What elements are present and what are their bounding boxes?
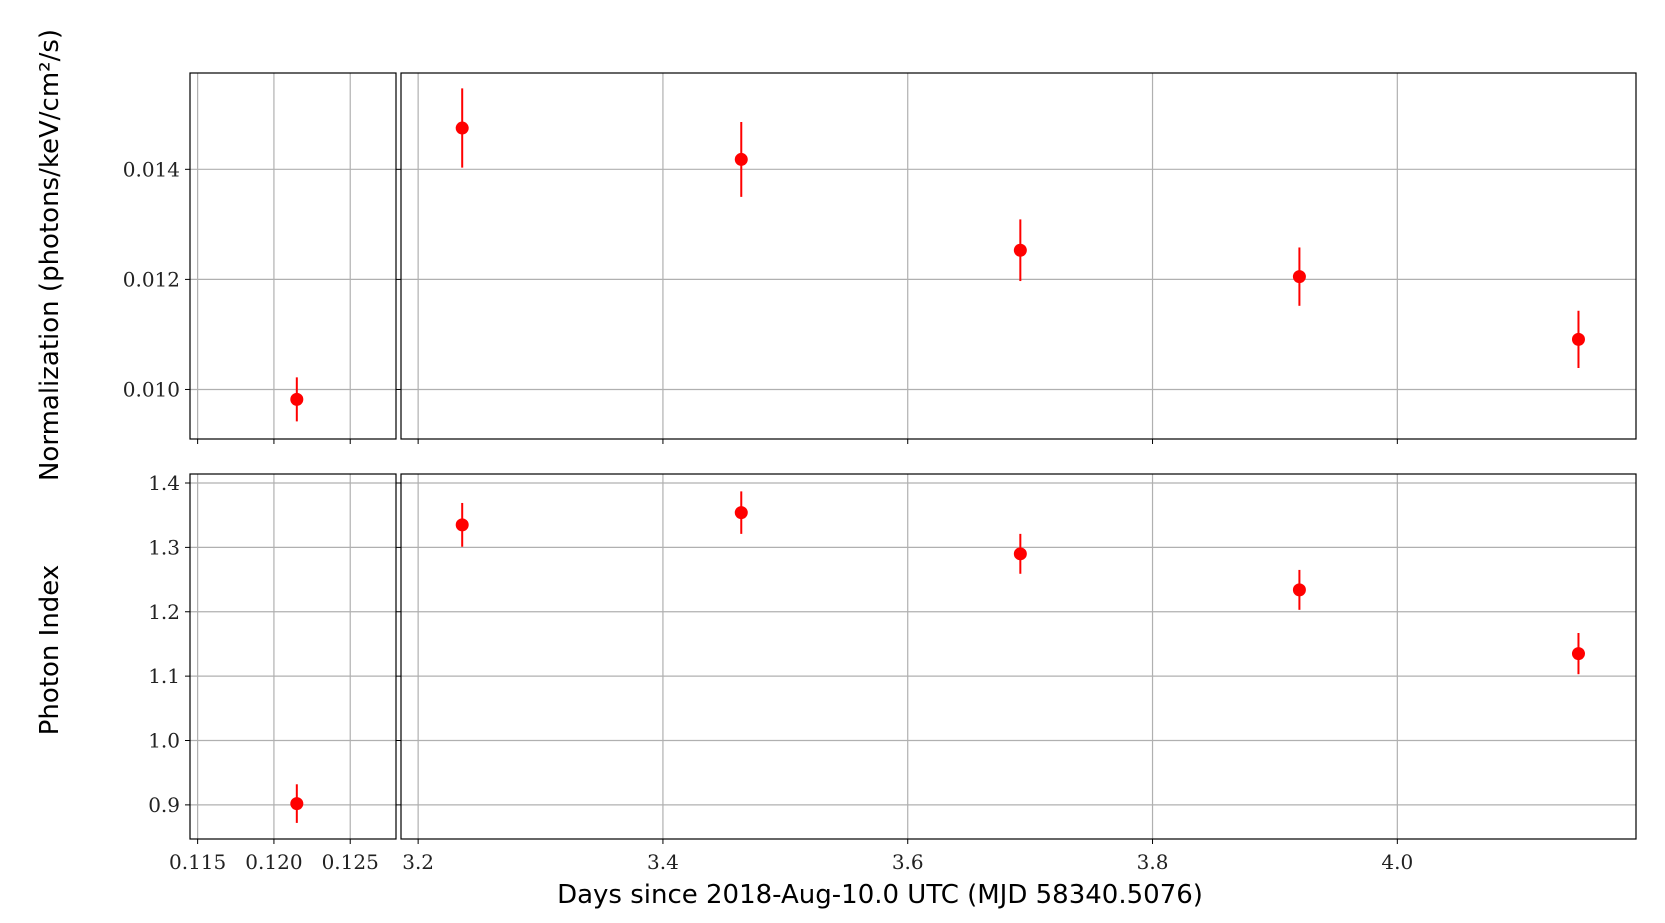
data-point xyxy=(734,152,748,166)
data-point xyxy=(290,392,304,406)
y-tick-label: 1.0 xyxy=(148,729,180,753)
y-tick-label: 1.3 xyxy=(148,535,180,559)
data-point xyxy=(734,506,748,520)
x-tick-label: 3.6 xyxy=(892,850,924,874)
y-tick-label: 0.9 xyxy=(148,793,180,817)
data-point xyxy=(455,518,469,532)
photon-index-panel: 0.115 0.120 0.125 0.9 1.0 1.1 1.2 1.3 1.4 3.2 3.4 3… xyxy=(148,471,1637,874)
x-tick-label: 3.8 xyxy=(1137,850,1169,874)
y-tick-label: 1.4 xyxy=(148,471,180,495)
x-tick-label: 3.4 xyxy=(647,850,679,874)
x-tick-label: 0.115 xyxy=(169,850,226,874)
data-point xyxy=(1292,270,1306,284)
y-tick-label: 0.014 xyxy=(123,157,180,181)
axes-frame xyxy=(189,473,397,840)
photon-index-axis-label: Photon Index xyxy=(35,565,65,736)
x-tick-label: 0.120 xyxy=(245,850,302,874)
x-axis-label: Days since 2018-Aug-10.0 UTC (MJD 58340.… xyxy=(557,880,1203,910)
y-tick-label: 1.2 xyxy=(148,600,180,624)
y-tick-label: 0.010 xyxy=(123,377,180,401)
data-point xyxy=(290,797,304,811)
data-point xyxy=(1292,583,1306,597)
data-point xyxy=(1013,547,1027,561)
x-tick-label: 4.0 xyxy=(1381,850,1413,874)
data-point xyxy=(1571,332,1585,346)
axes-frame xyxy=(400,473,1637,840)
axes-frame xyxy=(400,72,1637,440)
x-tick-label: 3.2 xyxy=(402,850,434,874)
y-tick-label: 0.012 xyxy=(123,267,180,291)
normalization-panel: 0.010 0.012 0.014 xyxy=(123,72,1637,444)
data-point xyxy=(1013,243,1027,257)
axes-frame xyxy=(189,72,397,440)
normalization-axis-label: Normalization (photons/keV/cm²/s) xyxy=(35,29,65,481)
y-tick-label: 1.1 xyxy=(148,664,180,688)
data-point xyxy=(455,121,469,135)
x-tick-label: 0.125 xyxy=(322,850,379,874)
data-point xyxy=(1571,647,1585,661)
